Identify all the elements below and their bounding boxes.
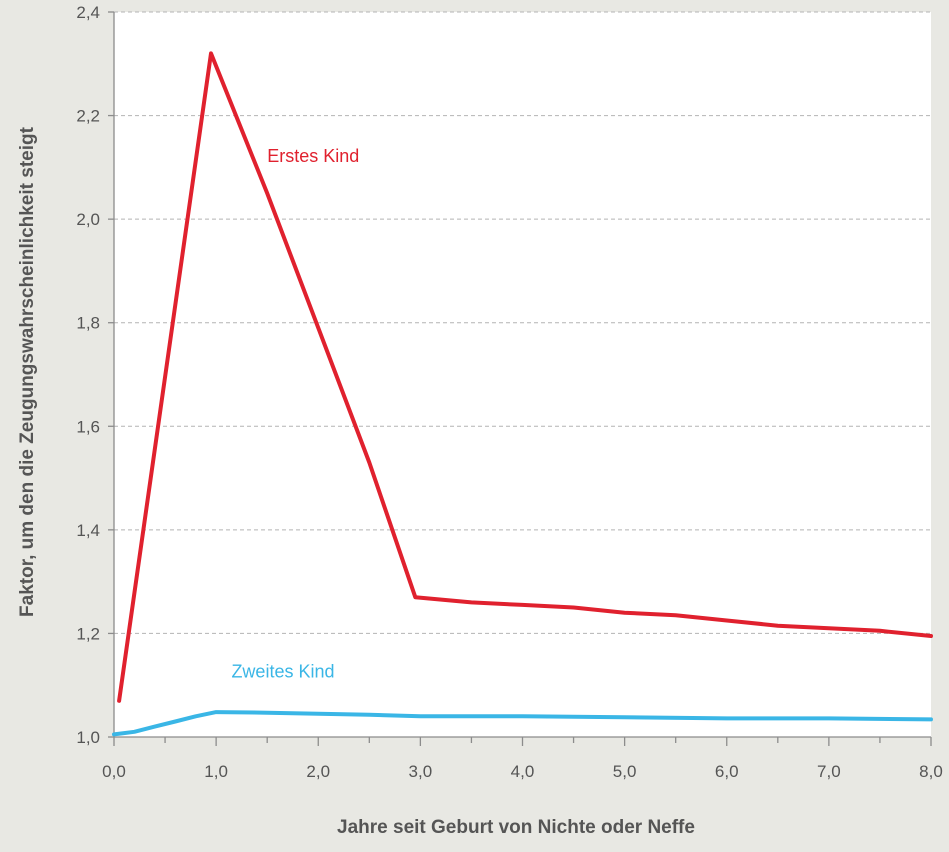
x-tick-label: 4,0	[511, 762, 535, 781]
y-tick-label: 1,4	[76, 521, 100, 540]
y-tick-label: 2,2	[76, 107, 100, 126]
series-line-zweites-kind	[112, 710, 933, 737]
y-tick-label: 2,4	[76, 3, 100, 22]
x-tick-label: 8,0	[919, 762, 943, 781]
x-tick-label: 3,0	[409, 762, 433, 781]
series-lines	[112, 51, 933, 737]
x-tick-label: 7,0	[817, 762, 841, 781]
x-tick-label: 0,0	[102, 762, 126, 781]
x-tick-label: 2,0	[306, 762, 330, 781]
x-axis-title: Jahre seit Geburt von Nichte oder Neffe	[337, 817, 695, 838]
x-tick-label: 5,0	[613, 762, 637, 781]
label-zweites-kind: Zweites Kind	[231, 661, 334, 681]
y-tick-label: 1,2	[76, 624, 100, 643]
y-tick-label: 1,0	[76, 728, 100, 747]
y-tick-label: 1,8	[76, 314, 100, 333]
series-line-erstes-kind	[117, 51, 933, 703]
plot-background	[114, 12, 931, 737]
y-tick-label: 2,0	[76, 210, 100, 229]
label-erstes-kind: Erstes Kind	[267, 146, 359, 166]
axis-ticks: 1,01,21,41,61,82,02,22,40,0 1,0 2,0 3,0 4,0 5…	[76, 3, 942, 781]
y-axis-title: Faktor, um den die Zeugungswahrscheinlic…	[17, 126, 38, 617]
y-tick-label: 1,6	[76, 417, 100, 436]
gridlines	[114, 11, 931, 634]
series-labels: Erstes Kind Zweites Kind	[231, 146, 359, 681]
x-tick-label: 6,0	[715, 762, 739, 781]
x-tick-label: 1,0	[204, 762, 228, 781]
